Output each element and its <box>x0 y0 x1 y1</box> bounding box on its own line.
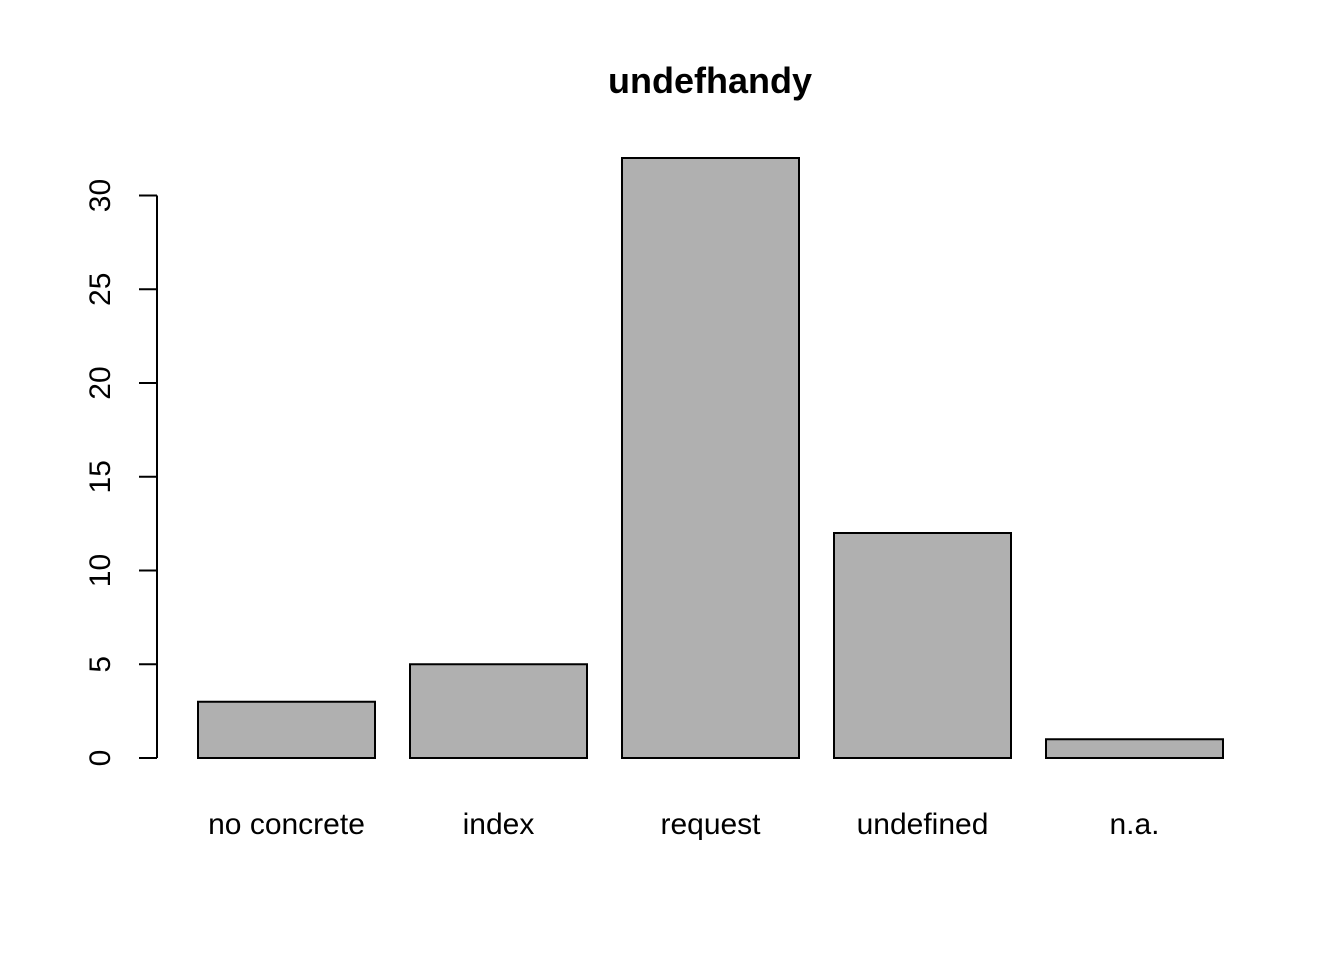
x-category-label: index <box>463 808 535 841</box>
x-category-label: undefined <box>857 808 989 841</box>
bar <box>1045 738 1224 759</box>
y-tick-label: 15 <box>84 460 117 493</box>
y-tick-label: 0 <box>84 750 117 767</box>
y-axis: 0 5 10 15 20 25 30 <box>84 179 158 767</box>
y-tick-label: 10 <box>84 554 117 587</box>
y-tick-label: 25 <box>84 273 117 306</box>
bars-group <box>197 157 1224 759</box>
y-tick-label: 20 <box>84 366 117 399</box>
bar <box>833 532 1012 759</box>
chart-title: undefhandy <box>608 60 812 101</box>
x-category-label: no concrete <box>208 808 365 841</box>
y-tick-label: 30 <box>84 179 117 212</box>
category-labels: no concrete index request undefined n.a. <box>208 808 1159 841</box>
y-tick-label: 5 <box>84 656 117 673</box>
bar <box>621 157 800 759</box>
bar <box>197 700 376 759</box>
x-category-label: n.a. <box>1109 808 1159 841</box>
bar <box>409 663 588 759</box>
x-category-label: request <box>660 808 761 841</box>
